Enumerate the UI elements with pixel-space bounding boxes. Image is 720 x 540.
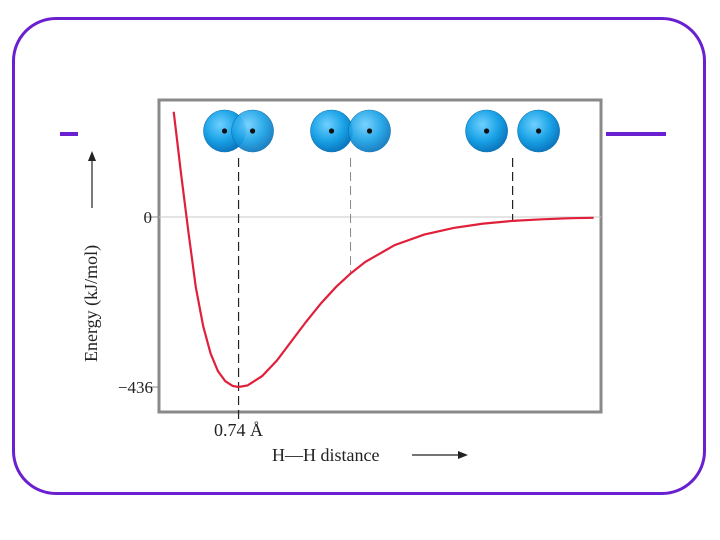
nucleus-dot (221, 128, 228, 134)
energy-curve (172, 111, 594, 389)
nucleus-dot (484, 128, 490, 134)
nucleus-dot (328, 128, 335, 134)
x-axis-label: H—H distance (272, 445, 379, 465)
nucleus-dot (249, 128, 256, 134)
slide-frame (12, 17, 706, 495)
atom-pairs (203, 109, 560, 153)
y-axis-label: Energy (kJ/mol) (81, 245, 102, 362)
nucleus-dot (366, 128, 373, 134)
y-tick-label-min: −436 (118, 378, 153, 397)
accent-bar-left (60, 132, 78, 136)
accent-bar-right (606, 132, 666, 136)
x-tick-label-equilibrium: 0.74 Å (214, 420, 263, 440)
x-axis-arrowhead-icon (458, 451, 468, 459)
nucleus-dot (536, 128, 542, 134)
y-axis-arrowhead-icon (88, 151, 96, 161)
y-tick-label-zero: 0 (144, 208, 153, 227)
plot-area (157, 98, 603, 414)
